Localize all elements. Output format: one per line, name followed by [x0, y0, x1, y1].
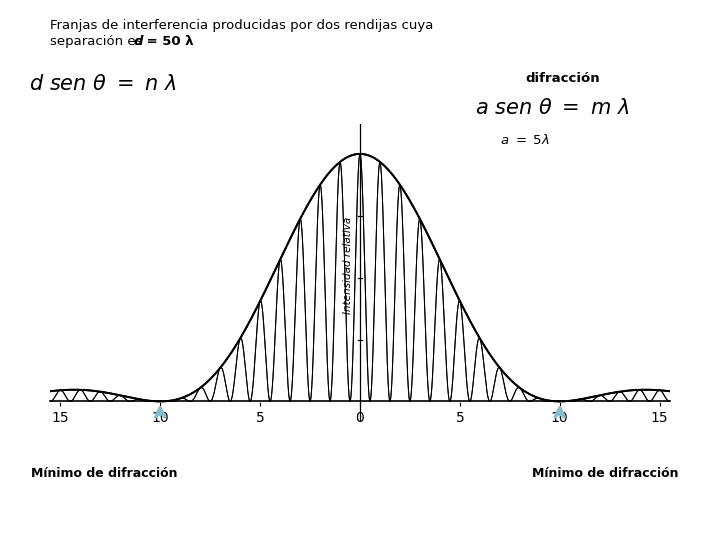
- Text: Intensidad relativa: Intensidad relativa: [343, 217, 353, 314]
- Text: $a\ \mathit{sen}\ \theta\ {=}\ m\ \lambda$: $a\ \mathit{sen}\ \theta\ {=}\ m\ \lambd…: [475, 98, 630, 118]
- Text: Mínimo de difracción: Mínimo de difracción: [531, 467, 678, 480]
- Text: $a\ =\ 5\lambda$: $a\ =\ 5\lambda$: [500, 133, 550, 147]
- Text: difracción: difracción: [526, 72, 600, 85]
- Text: separación es: separación es: [50, 35, 147, 48]
- Text: d: d: [133, 35, 143, 48]
- Text: Mínimo de difracción: Mínimo de difracción: [31, 467, 178, 480]
- Text: Franjas de interferencia producidas por dos rendijas cuya: Franjas de interferencia producidas por …: [50, 19, 433, 32]
- Text: = 50 λ: = 50 λ: [142, 35, 194, 48]
- Text: $d\ \mathit{sen}\ \theta\ {=}\ n\ \lambda$: $d\ \mathit{sen}\ \theta\ {=}\ n\ \lambd…: [29, 73, 176, 94]
